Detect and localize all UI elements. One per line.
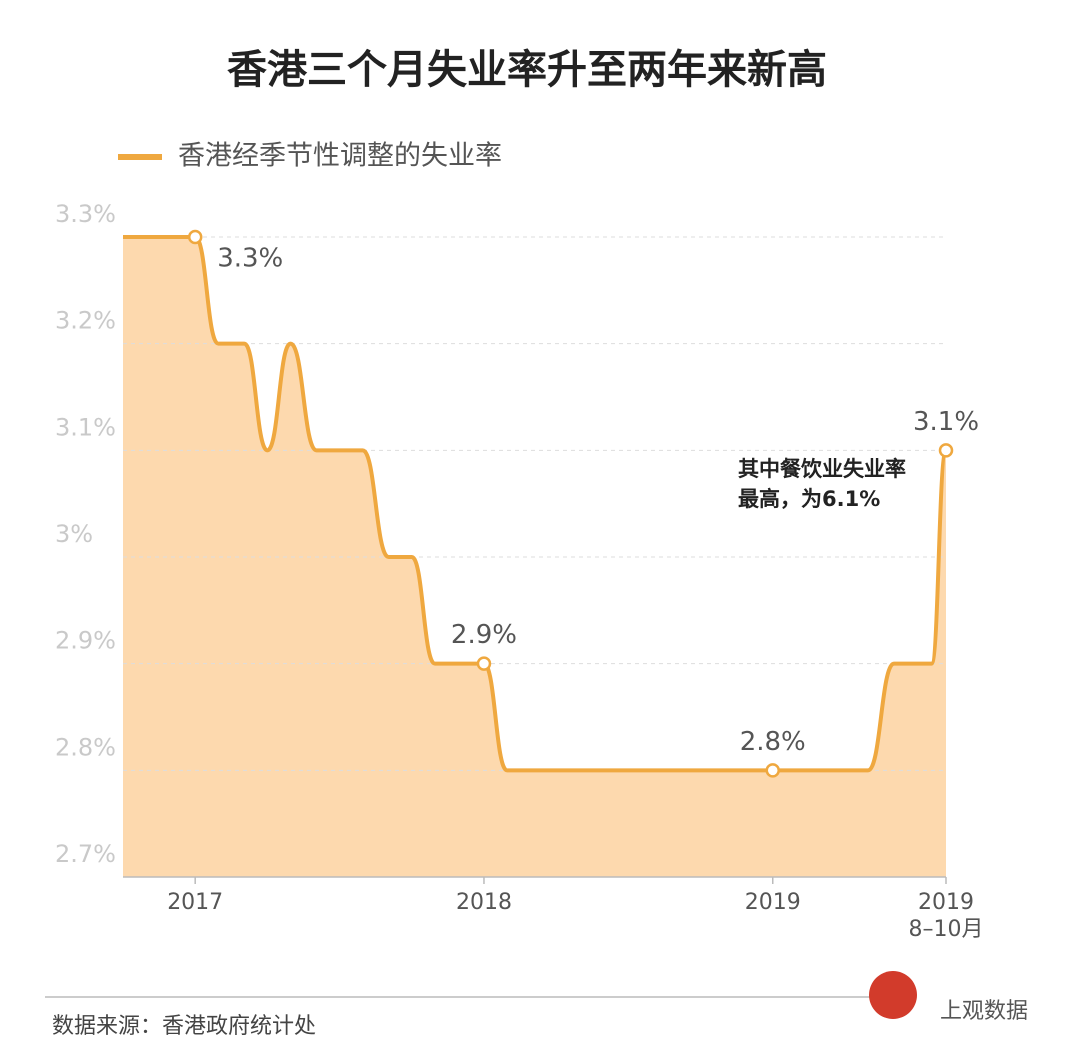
y-tick-label: 2.9%	[55, 627, 116, 655]
logo-mark	[869, 971, 917, 1019]
x-tick-label: 2019	[745, 890, 801, 915]
y-tick-label: 3.1%	[55, 413, 116, 441]
data-label: 3.3%	[217, 244, 283, 274]
y-tick-label: 3.3%	[55, 200, 116, 228]
point-marker	[187, 229, 203, 245]
data-label: 3.1%	[913, 407, 979, 437]
x-tick-label: 2017	[167, 890, 223, 915]
point-marker	[476, 656, 492, 671]
source-note: 数据来源：香港政府统计处	[52, 1014, 316, 1039]
annotation: 其中餐饮业失业率	[738, 457, 906, 481]
area	[123, 237, 946, 877]
line	[123, 235, 948, 773]
chart-title: 香港三个月失业率升至两年来新高	[227, 47, 827, 93]
y-tick-label: 3.2%	[55, 307, 116, 335]
data-label: 2.8%	[740, 727, 806, 757]
y-tick-label: 2.8%	[55, 733, 116, 761]
annotation: 最高，为6.1%	[738, 487, 880, 511]
y-tick-label: 3%	[55, 520, 93, 548]
x-tick-label: 2019 8–10月	[909, 890, 984, 942]
watermark: 上观数据	[940, 999, 1028, 1024]
legend-label: 香港经季节性调整的失业率	[178, 141, 502, 172]
y-tick-label: 2.7%	[55, 840, 116, 868]
logo: 上观数据	[869, 971, 1028, 1024]
data-label: 2.9%	[451, 620, 517, 650]
point-marker	[938, 443, 954, 458]
x-tick-label: 2018	[456, 890, 512, 915]
point-marker	[765, 763, 780, 778]
